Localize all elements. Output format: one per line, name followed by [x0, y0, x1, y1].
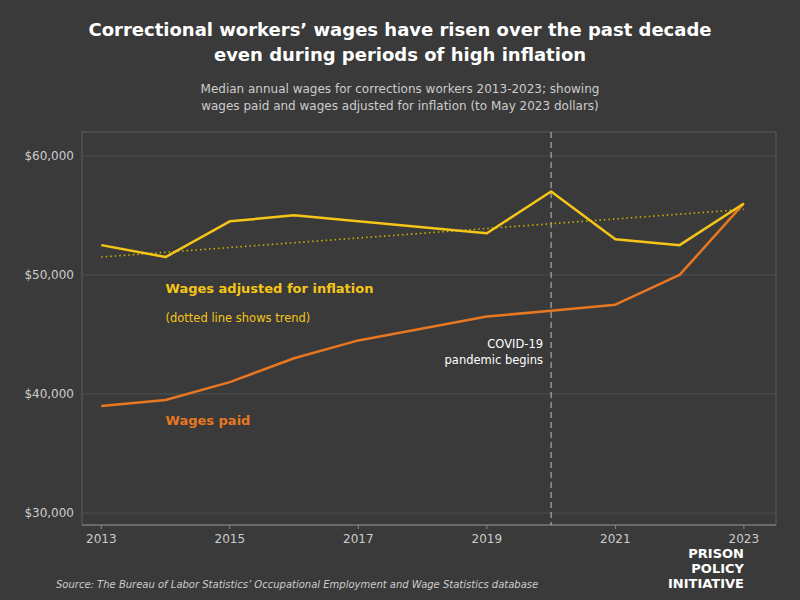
- x-tick-label: 2015: [215, 532, 246, 546]
- x-tick: [229, 525, 230, 529]
- source: Source: The Bureau of Labor Statistics’ …: [56, 579, 538, 590]
- x-tick: [101, 525, 102, 529]
- x-tick-label: 2023: [729, 532, 760, 546]
- series-label: Wages paid: [166, 413, 251, 428]
- background: [0, 0, 800, 600]
- plot-area: [101, 132, 744, 525]
- watermark-line: INITIATIVE: [668, 576, 744, 591]
- x-tick: [486, 525, 487, 529]
- title: Correctional workers’ wages have risen o…: [88, 19, 711, 65]
- series-label: Wages adjusted for inflation: [166, 281, 374, 296]
- y-tick-label: $50,000: [24, 268, 74, 282]
- series-line: [101, 209, 744, 257]
- x-tick-label: 2017: [343, 532, 374, 546]
- watermark: PRISONPOLICYINITIATIVE: [668, 546, 745, 591]
- x-tick-label: 2013: [86, 532, 117, 546]
- annotation-line-text: COVID-19: [487, 337, 543, 351]
- title-line: Correctional workers’ wages have risen o…: [88, 19, 711, 40]
- y-tick-label: $60,000: [24, 149, 74, 163]
- x-tick-label: 2019: [472, 532, 503, 546]
- watermark-line: PRISON: [688, 546, 744, 561]
- annotation-line-text: pandemic begins: [445, 353, 544, 367]
- x-tick: [743, 525, 744, 529]
- x-tick-label: 2021: [600, 532, 631, 546]
- chart: Correctional workers’ wages have risen o…: [0, 0, 800, 600]
- grid-line: [82, 155, 776, 156]
- subtitle-line: wages paid and wages adjusted for inflat…: [201, 99, 599, 113]
- x-tick: [615, 525, 616, 529]
- plot-frame: [82, 132, 776, 525]
- x-tick: [358, 525, 359, 529]
- grid-line: [82, 274, 776, 275]
- x-axis-line: [82, 525, 776, 526]
- y-tick-label: $30,000: [24, 506, 74, 520]
- series-label: (dotted line shows trend): [166, 311, 311, 325]
- series-line: [101, 192, 744, 257]
- watermark-line: POLICY: [691, 561, 744, 576]
- grid-line: [82, 513, 776, 514]
- series-line: [101, 203, 744, 405]
- subtitle: Median annual wages for corrections work…: [201, 82, 600, 113]
- annotation-text: COVID-19 pandemic begins: [445, 337, 544, 367]
- title-line: even during periods of high inflation: [214, 44, 586, 65]
- subtitle-line: Median annual wages for corrections work…: [201, 82, 600, 96]
- y-tick-label: $40,000: [24, 387, 74, 401]
